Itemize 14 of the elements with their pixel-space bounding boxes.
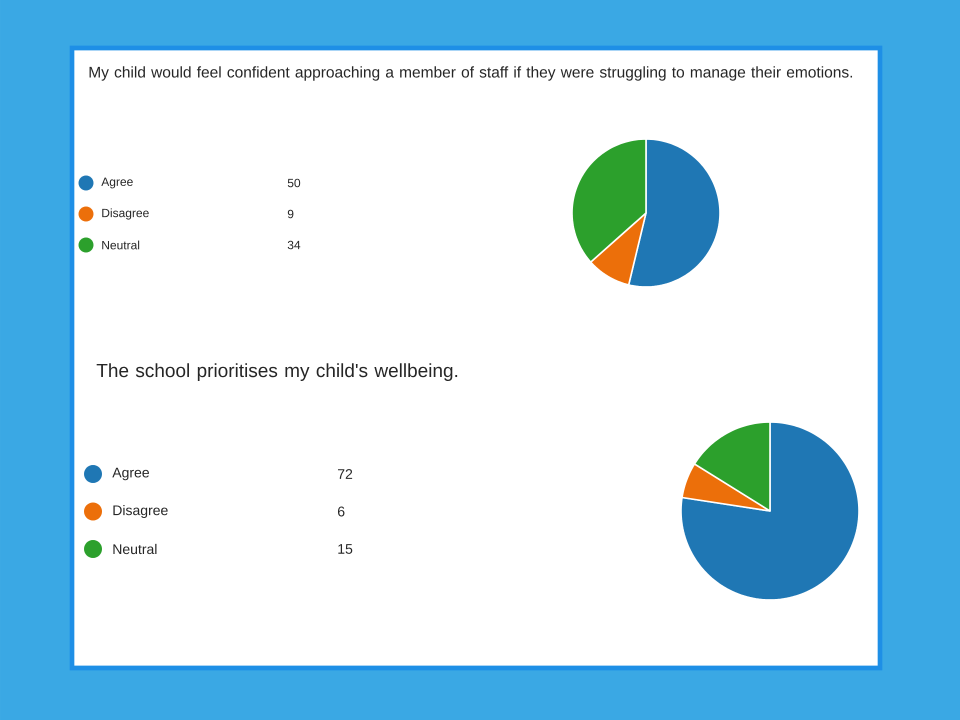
data-label: 6 [338,506,344,516]
legend-label: Agree [112,468,149,480]
legend-label: Neutral [102,240,140,250]
legend-label: Disagree [102,208,149,220]
legend-label: Disagree [113,504,168,518]
data-label: 50 [288,178,300,188]
legend-label: Agree [101,178,133,188]
data-label: 34 [288,240,300,250]
data-label: 15 [338,544,352,554]
data-label: 72 [338,469,352,479]
data-label: 9 [288,210,294,218]
legend-label: Neutral [113,544,156,554]
chart-title: My child would feel confident approaching a member of staff if they were struggling to manage their emotions. [90,66,852,81]
chart-title: The school prioritises my child's wellbeing. [96,363,458,381]
